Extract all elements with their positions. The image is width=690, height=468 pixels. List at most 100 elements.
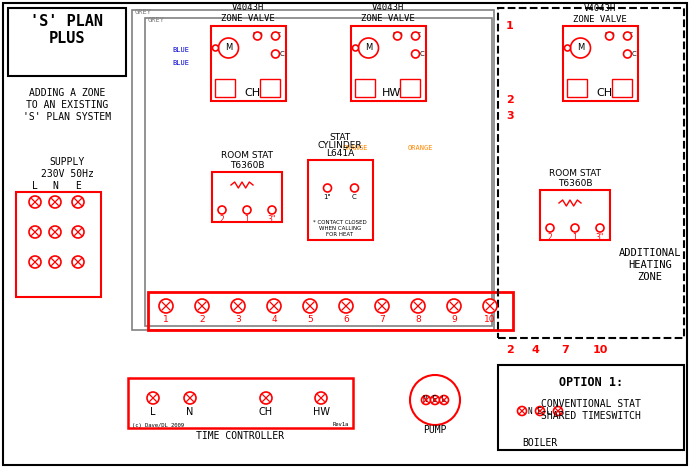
Circle shape (219, 38, 239, 58)
Text: ▶: ▶ (353, 45, 357, 51)
Bar (498, 365, 684, 450)
Text: 9: 9 (451, 315, 457, 324)
Circle shape (231, 299, 245, 313)
Text: HW: HW (313, 407, 330, 417)
Text: NO: NO (252, 32, 263, 38)
Text: 2: 2 (548, 234, 553, 242)
Bar (498, 8, 684, 338)
Text: ADDITIONAL
HEATING
ZONE: ADDITIONAL HEATING ZONE (619, 249, 681, 282)
Text: C: C (352, 194, 357, 200)
Circle shape (606, 32, 613, 40)
Bar (506, 397, 574, 435)
Text: T6360B: T6360B (230, 161, 264, 169)
Text: NC: NC (411, 32, 422, 38)
Circle shape (571, 38, 591, 58)
Text: BOILER: BOILER (522, 438, 558, 448)
Text: 10: 10 (484, 315, 495, 324)
Text: PUMP: PUMP (423, 425, 446, 435)
Bar (148, 292, 513, 330)
Text: BLUE: BLUE (172, 47, 189, 53)
Bar (562, 26, 638, 101)
Text: TIME CONTROLLER: TIME CONTROLLER (197, 431, 284, 441)
Text: M: M (577, 44, 584, 52)
Text: 3: 3 (506, 111, 513, 121)
Bar (308, 160, 373, 240)
Text: M: M (225, 44, 232, 52)
Text: CH: CH (259, 407, 273, 417)
Circle shape (315, 392, 327, 404)
Circle shape (324, 184, 331, 192)
Text: NO: NO (604, 32, 615, 38)
Circle shape (624, 50, 631, 58)
Circle shape (195, 299, 209, 313)
Text: STAT: STAT (329, 133, 351, 142)
Circle shape (431, 395, 440, 404)
Text: L641A: L641A (326, 148, 354, 158)
Text: C: C (419, 51, 424, 57)
Text: 6: 6 (343, 315, 349, 324)
Text: 1": 1" (324, 194, 331, 200)
Text: (c) Dave/DL 2009: (c) Dave/DL 2009 (132, 423, 184, 427)
Text: 2: 2 (199, 315, 205, 324)
Circle shape (72, 196, 84, 208)
Bar (400, 79, 420, 97)
Circle shape (596, 224, 604, 232)
Text: NC: NC (624, 32, 633, 38)
Text: 1: 1 (163, 315, 169, 324)
Text: N: N (52, 181, 58, 191)
Text: V4043H
ZONE VALVE: V4043H ZONE VALVE (361, 3, 415, 23)
Bar (566, 79, 586, 97)
Bar (210, 26, 286, 101)
Circle shape (410, 375, 460, 425)
Text: CH: CH (596, 88, 612, 98)
Circle shape (72, 226, 84, 238)
Text: 'S' PLAN
PLUS: 'S' PLAN PLUS (30, 14, 104, 46)
Circle shape (213, 45, 219, 51)
Text: T6360B: T6360B (558, 178, 592, 188)
Circle shape (29, 196, 41, 208)
Circle shape (353, 45, 359, 51)
Circle shape (260, 392, 272, 404)
Circle shape (72, 256, 84, 268)
Circle shape (411, 299, 425, 313)
Text: V4043H
ZONE VALVE: V4043H ZONE VALVE (221, 3, 275, 23)
Text: HW: HW (382, 88, 402, 98)
Circle shape (49, 226, 61, 238)
Circle shape (422, 395, 431, 404)
Bar (611, 79, 631, 97)
Bar (145, 18, 492, 326)
Bar (540, 190, 610, 240)
Circle shape (553, 407, 562, 416)
Bar (132, 10, 494, 330)
Text: ORANGE: ORANGE (342, 145, 368, 151)
Circle shape (351, 184, 359, 192)
Text: C: C (279, 51, 284, 57)
Circle shape (218, 206, 226, 214)
Circle shape (271, 50, 279, 58)
Circle shape (243, 206, 251, 214)
Circle shape (411, 32, 420, 40)
Text: 5: 5 (307, 315, 313, 324)
Bar (215, 79, 235, 97)
Circle shape (159, 299, 173, 313)
Text: CYLINDER: CYLINDER (317, 141, 362, 150)
Circle shape (147, 392, 159, 404)
Text: C: C (631, 51, 636, 57)
Circle shape (267, 299, 281, 313)
Text: CH: CH (244, 88, 260, 98)
Text: 4: 4 (271, 315, 277, 324)
Text: 2: 2 (506, 345, 514, 355)
Circle shape (339, 299, 353, 313)
Text: ADDING A ZONE
TO AN EXISTING
'S' PLAN SYSTEM: ADDING A ZONE TO AN EXISTING 'S' PLAN SY… (23, 88, 111, 122)
Text: * CONTACT CLOSED: * CONTACT CLOSED (313, 219, 367, 225)
Circle shape (393, 32, 402, 40)
Text: SUPPLY
230V 50Hz: SUPPLY 230V 50Hz (41, 157, 93, 179)
Text: GREY: GREY (148, 17, 165, 23)
Text: CONVENTIONAL STAT
SHARED TIMESWITCH: CONVENTIONAL STAT SHARED TIMESWITCH (541, 399, 641, 421)
Text: N E L: N E L (529, 407, 551, 416)
Text: V4043H
ZONE VALVE: V4043H ZONE VALVE (573, 4, 627, 24)
Text: 1: 1 (573, 234, 578, 242)
Text: 2: 2 (219, 215, 224, 225)
Text: 1: 1 (506, 21, 514, 31)
Circle shape (268, 206, 276, 214)
